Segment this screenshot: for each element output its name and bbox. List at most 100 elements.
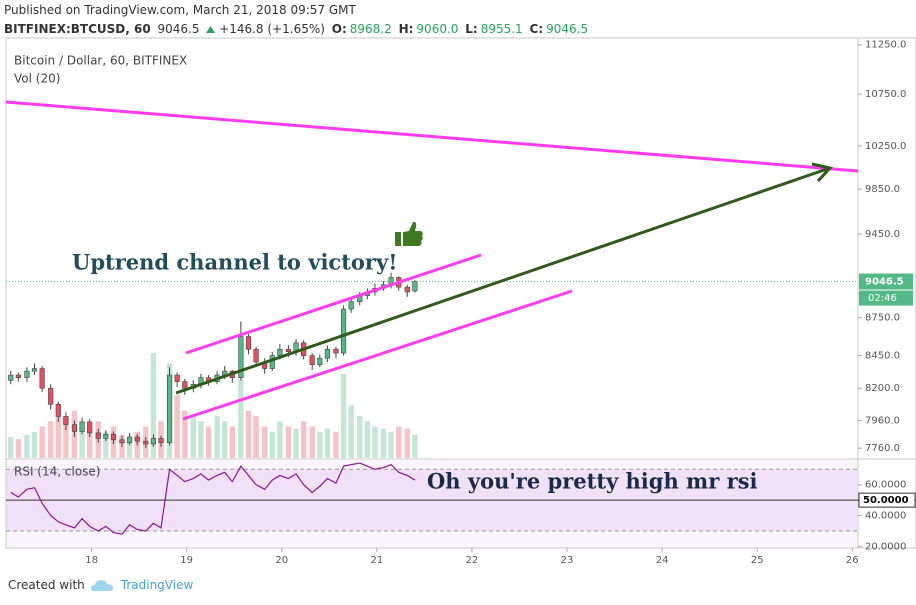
annotation: Oh you're pretty high mr rsi — [427, 469, 758, 494]
ohlc-label: L: — [465, 22, 478, 36]
volume-bar — [309, 426, 315, 458]
ohlc-value: 9060.0 — [416, 22, 459, 36]
volume-bar — [214, 416, 220, 458]
volume-bar — [205, 426, 212, 458]
volume-bar — [222, 421, 228, 458]
candle-body — [39, 368, 45, 389]
volume-bar — [269, 431, 275, 458]
volume-bar — [229, 426, 235, 458]
candle-body — [166, 374, 173, 443]
volume-bar — [55, 416, 61, 458]
volume-bar — [340, 374, 347, 458]
brand-logo — [90, 580, 113, 591]
up-arrow — [206, 26, 216, 33]
candle-body — [24, 370, 30, 379]
ohlc-value: 8968.2 — [349, 22, 392, 36]
y-tick-label: 11250.0 — [865, 40, 906, 51]
candle-body — [269, 355, 275, 369]
candle-body — [55, 403, 61, 417]
candle-body — [134, 436, 140, 442]
candle-body — [15, 374, 21, 379]
x-tick-label: 25 — [751, 555, 764, 566]
volume-bar — [253, 416, 259, 458]
candle-body — [119, 439, 125, 443]
candle-body — [245, 336, 252, 350]
last-price-label: 9046.5 — [865, 277, 904, 288]
footer-text: Created with — [8, 578, 85, 592]
chart-title: Bitcoin / Dollar, 60, BITFINEX — [14, 54, 187, 68]
candle-body — [333, 348, 339, 354]
candle-body — [31, 368, 38, 372]
volume-bar — [388, 431, 394, 458]
volume-label: Vol (20) — [14, 72, 60, 86]
x-tick-label: 23 — [561, 555, 574, 566]
trend-line — [5, 100, 859, 173]
volume-bar — [63, 418, 69, 458]
change: +146.8 (+1.65%) — [219, 22, 325, 36]
volume-bar — [87, 428, 93, 458]
volume-bar — [198, 421, 204, 458]
volume-bar — [245, 410, 252, 458]
volume-bar — [8, 437, 14, 458]
volume-bar — [103, 431, 109, 458]
candle-body — [71, 424, 78, 432]
rsi-y-tick-label: 20.0000 — [865, 541, 906, 552]
candle-body — [87, 421, 93, 434]
rsi-midline-label: 50.0000 — [863, 495, 909, 506]
volume-bar — [126, 437, 133, 458]
rsi-title: RSI (14, close) — [14, 465, 100, 479]
published-line: Published on TradingView.com, March 21, … — [4, 3, 356, 17]
symbol: BITFINEX:BTCUSD, 60 — [4, 22, 151, 36]
y-tick-label: 10750.0 — [865, 89, 906, 100]
x-tick-label: 26 — [846, 555, 859, 566]
ohlc-value: 8955.1 — [480, 22, 523, 36]
y-tick-label: 10250.0 — [865, 141, 906, 152]
candle-body — [404, 286, 410, 293]
volume-bar — [412, 434, 418, 458]
candle-body — [277, 348, 283, 356]
rsi-line — [10, 462, 416, 535]
volume-bar — [300, 421, 307, 458]
candle-body — [79, 421, 85, 432]
volume-bar — [324, 428, 331, 458]
rsi-midline-box — [858, 492, 916, 508]
candle-body — [8, 374, 14, 381]
volume-bar — [285, 426, 292, 458]
ohlc-label: O: — [331, 22, 347, 36]
volume-bar — [261, 426, 268, 458]
volume-bar — [380, 428, 387, 458]
candle-body — [285, 348, 291, 353]
volume-bar — [293, 428, 299, 458]
candle-body — [127, 436, 133, 443]
channel-top — [185, 253, 482, 355]
annotation: Uptrend channel to victory! — [72, 250, 397, 275]
x-tick-label: 21 — [370, 555, 383, 566]
last-price-box — [859, 273, 913, 290]
volume-bar — [364, 421, 371, 458]
volume-bar — [372, 426, 378, 458]
candle-body — [253, 348, 259, 363]
countdown-label: 02:46 — [868, 293, 897, 304]
volume-bar — [333, 431, 339, 458]
volume-bar — [24, 434, 30, 458]
volume-bar — [357, 416, 363, 458]
candle-body — [150, 438, 156, 445]
candle-body — [317, 357, 323, 365]
candle-body — [143, 440, 149, 445]
candle-body — [158, 438, 164, 443]
candle-body — [309, 355, 315, 365]
candle-body — [110, 433, 117, 441]
volume-bar — [39, 426, 45, 458]
arrow — [175, 162, 833, 395]
volume-bar — [404, 428, 410, 458]
ohlc-label: H: — [398, 22, 414, 36]
candle-body — [340, 308, 347, 354]
volume-bar — [190, 416, 196, 458]
ohlc-label: C: — [529, 22, 544, 36]
volume-bar — [15, 439, 22, 458]
volume-bar — [238, 379, 244, 458]
rsi-y-tick-label: 60.0000 — [865, 480, 906, 491]
x-tick-label: 18 — [85, 555, 98, 566]
volume-bar — [79, 426, 85, 458]
x-tick-label: 22 — [466, 555, 479, 566]
